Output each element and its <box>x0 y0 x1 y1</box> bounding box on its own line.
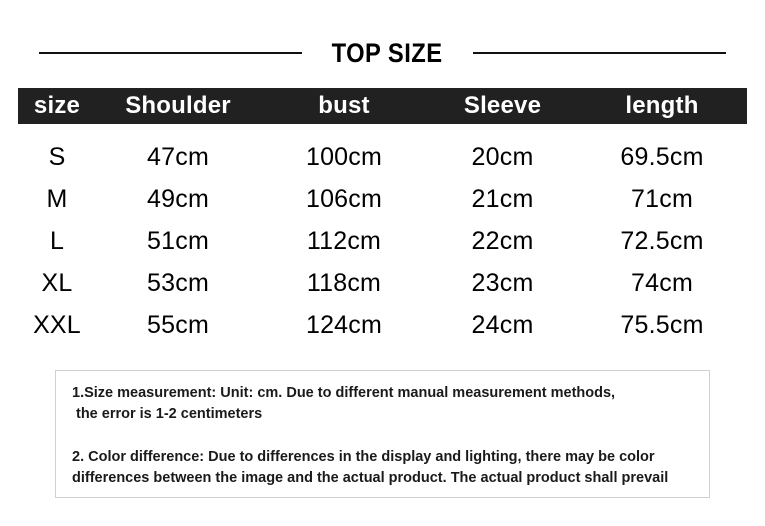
cell-shoulder: 51cm <box>147 226 209 255</box>
table-row: M 49cm 106cm 21cm 71cm <box>18 178 747 220</box>
page-title: TOP SIZE <box>332 38 443 68</box>
note-color-difference: 2. Color difference: Due to differences … <box>72 447 693 489</box>
cell-size: L <box>49 226 65 255</box>
note-size-measurement-line-2: the error is 1-2 centimeters <box>76 406 263 422</box>
cell-sleeve: 22cm <box>471 226 534 255</box>
size-chart-table: size Shoulder bust Sleeve length S 47cm … <box>18 88 747 346</box>
table-row: S 47cm 100cm 20cm 69.5cm <box>18 124 747 178</box>
table-row: L 51cm 112cm 22cm 72.5cm <box>18 220 747 262</box>
cell-shoulder: 53cm <box>147 268 209 297</box>
note-color-difference-line-1: 2. Color difference: Due to differences … <box>72 449 655 465</box>
table-row: XXL 55cm 124cm 24cm 75.5cm <box>18 304 747 346</box>
cell-length: 69.5cm <box>620 142 704 171</box>
column-header-size: size <box>33 92 81 119</box>
title-rule-left <box>39 52 303 54</box>
cell-bust: 100cm <box>305 142 383 171</box>
column-header-length: length <box>625 92 699 119</box>
cell-length: 71cm <box>631 184 693 213</box>
table-body: S 47cm 100cm 20cm 69.5cm M 49cm 106cm 21… <box>18 124 747 346</box>
cell-size: S <box>48 142 66 171</box>
cell-bust: 106cm <box>305 184 383 213</box>
cell-length: 74cm <box>631 268 693 297</box>
cell-length: 75.5cm <box>620 310 704 339</box>
cell-sleeve: 20cm <box>471 142 534 171</box>
column-header-bust: bust <box>318 92 370 119</box>
cell-size: M <box>46 184 68 213</box>
cell-sleeve: 24cm <box>471 310 534 339</box>
cell-size: XXL <box>33 310 81 339</box>
chart-title-row: TOP SIZE <box>0 36 765 70</box>
note-color-difference-line-2: differences between the image and the ac… <box>72 470 669 486</box>
cell-bust: 118cm <box>306 268 382 297</box>
column-header-sleeve: Sleeve <box>463 92 542 119</box>
table-header: size Shoulder bust Sleeve length <box>18 88 747 124</box>
note-size-measurement: 1.Size measurement: Unit: cm. Due to dif… <box>72 383 693 425</box>
cell-length: 72.5cm <box>620 226 704 255</box>
cell-bust: 112cm <box>306 226 382 255</box>
cell-shoulder: 47cm <box>147 142 209 171</box>
cell-shoulder: 55cm <box>147 310 209 339</box>
cell-sleeve: 21cm <box>471 184 534 213</box>
note-size-measurement-line-1: 1.Size measurement: Unit: cm. Due to dif… <box>72 385 616 401</box>
column-header-shoulder: Shoulder <box>125 92 231 119</box>
table-row: XL 53cm 118cm 23cm 74cm <box>18 262 747 304</box>
cell-sleeve: 23cm <box>471 268 534 297</box>
cell-bust: 124cm <box>305 310 383 339</box>
notes-box: 1.Size measurement: Unit: cm. Due to dif… <box>55 370 710 498</box>
title-rule-right <box>472 52 726 54</box>
cell-size: XL <box>41 268 73 297</box>
table-header-row: size Shoulder bust Sleeve length <box>18 88 747 124</box>
cell-shoulder: 49cm <box>147 184 209 213</box>
